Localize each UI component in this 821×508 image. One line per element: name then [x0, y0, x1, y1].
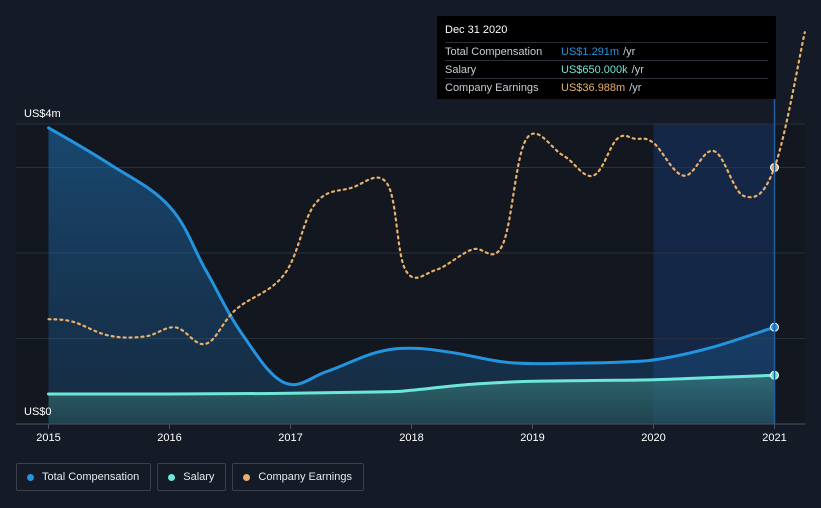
legend-label: Salary [183, 471, 215, 483]
tooltip-row-value: US$650.000k [561, 63, 628, 76]
series-line [47, 126, 776, 387]
tooltip-row-total-compensation: Total Compensation US$1.291m /yr [445, 42, 768, 60]
tooltip-row-company-earnings: Company Earnings US$36.988m /yr [445, 78, 768, 96]
series-area [48, 375, 775, 424]
tooltip-date: Dec 31 2020 [445, 24, 508, 36]
legend-dot-icon [243, 473, 251, 481]
tooltip: Dec 31 2020 Total Compensation US$1.291m… [437, 16, 776, 99]
legend: Total Compensation Salary Company Earnin… [16, 463, 364, 491]
x-tick-label: 2020 [641, 432, 665, 444]
x-tick-label: 2018 [399, 432, 423, 444]
legend-item-total-compensation[interactable]: Total Compensation [16, 463, 152, 491]
legend-item-salary[interactable]: Salary [157, 463, 227, 491]
tooltip-row-salary: Salary US$650.000k /yr [445, 60, 768, 78]
series-line [47, 31, 806, 346]
series-area [48, 127, 775, 425]
tooltip-row-unit: /yr [631, 63, 644, 76]
legend-label: Total Compensation [42, 471, 140, 483]
tooltip-row-value: US$36.988m [561, 81, 626, 94]
tooltip-row-label: Company Earnings [445, 81, 539, 94]
legend-item-company-earnings[interactable]: Company Earnings [232, 463, 364, 491]
y-axis-bottom-label: US$0 [24, 406, 52, 418]
x-tick-label: 2017 [278, 432, 302, 444]
tooltip-row-unit: /yr [629, 81, 642, 94]
x-tick-label: 2019 [520, 432, 544, 444]
series-line [47, 373, 776, 396]
tooltip-row-unit: /yr [623, 45, 636, 58]
x-tick-label: 2015 [36, 432, 60, 444]
tooltip-row-label: Total Compensation [445, 45, 543, 58]
x-tick-label: 2021 [762, 432, 786, 444]
tooltip-row-value: US$1.291m [561, 45, 620, 58]
legend-dot-icon [168, 473, 176, 481]
legend-label: Company Earnings [258, 471, 352, 483]
x-tick-label: 2016 [157, 432, 181, 444]
tooltip-row-label: Salary [445, 63, 477, 76]
y-axis-top-label: US$4m [24, 108, 61, 120]
legend-dot-icon [27, 473, 34, 481]
